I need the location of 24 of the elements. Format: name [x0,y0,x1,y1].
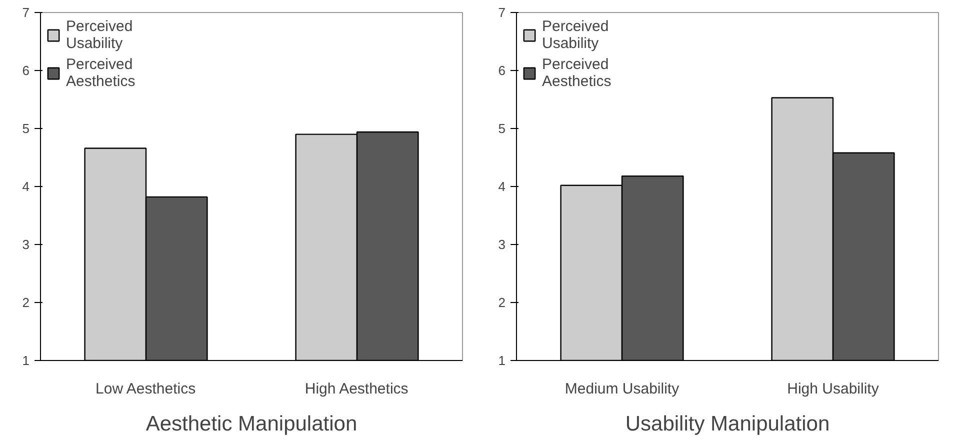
y-tick-label: 4 [22,179,30,194]
y-tick-label: 1 [498,353,506,368]
legend-label: Perceived Usability [542,18,609,52]
y-tick-label: 3 [498,237,506,252]
x-axis-title: Aesthetic Manipulation [146,412,358,436]
y-tick-label: 7 [498,5,506,20]
x-tick-label: High Aesthetics [304,380,408,398]
y-tick-label: 5 [498,121,506,136]
x-axis-title: Usability Manipulation [625,412,830,436]
y-tick-label: 7 [22,5,30,20]
y-tick-label: 4 [498,179,506,194]
y-tick-label: 2 [498,295,506,310]
legend-label: Perceived Usability [66,18,133,52]
x-tick-label: Low Aesthetics [96,380,196,398]
y-tick-label: 6 [498,63,506,78]
y-tick-label: 6 [22,63,30,78]
y-tick-label: 1 [22,353,30,368]
x-tick-label: Medium Usability [564,380,680,398]
legend-label: Perceived Aesthetics [66,56,136,90]
legend-label: Perceived Aesthetics [542,56,612,90]
y-tick-label: 2 [22,295,30,310]
y-tick-label: 3 [22,237,30,252]
x-tick-label: High Usability [787,380,880,398]
y-tick-label: 5 [22,121,30,136]
